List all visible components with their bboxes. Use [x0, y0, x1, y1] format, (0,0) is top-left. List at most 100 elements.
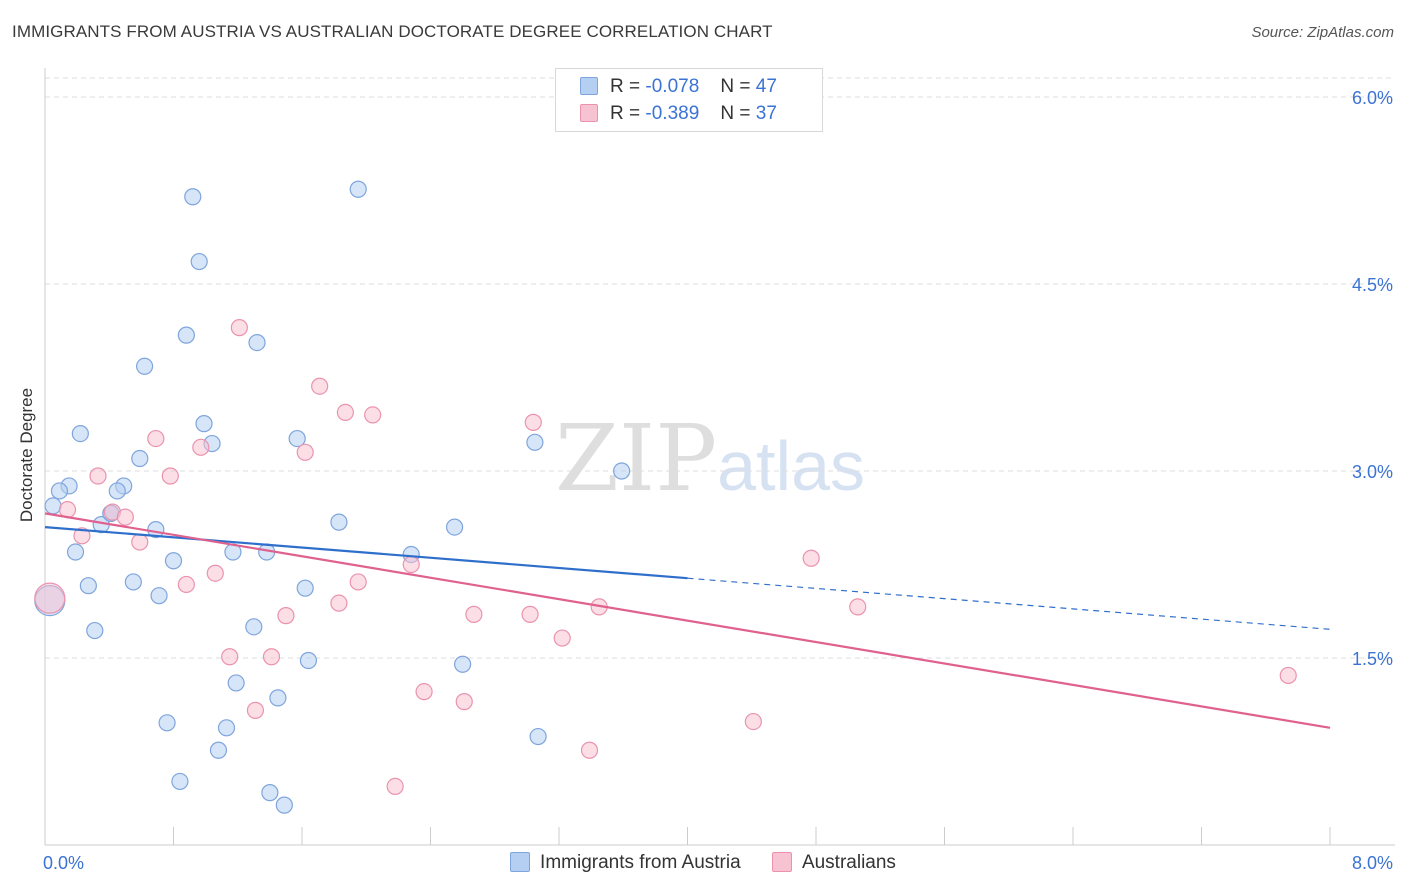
point-australians [206, 564, 224, 582]
point-austria [330, 513, 348, 531]
point-austria [248, 333, 266, 352]
point-austria [349, 180, 367, 198]
x-tick-label: 0.0% [43, 853, 84, 873]
watermark-atlas: atlas [717, 427, 866, 505]
point-austria [529, 727, 547, 746]
point-austria [275, 796, 293, 814]
point-australians [364, 406, 382, 424]
legend-swatch-blue [510, 852, 531, 872]
point-austria [195, 415, 213, 433]
trendline-austria [44, 526, 688, 580]
point-australians [161, 467, 179, 485]
point-austria [164, 552, 183, 570]
legend-n-value: 47 [755, 76, 777, 97]
point-australians [330, 594, 348, 612]
legend-item-austria: Immigrants from Austria [510, 852, 741, 874]
point-austria [269, 689, 287, 707]
point-austria [190, 252, 208, 271]
y-tick-label: 1.5% [1352, 649, 1393, 669]
point-austria [79, 577, 97, 595]
legend-item-australians: Australians [771, 852, 896, 874]
point-australians [177, 575, 195, 594]
point-australians [34, 582, 66, 614]
point-austria [454, 655, 472, 673]
point-austria [261, 784, 279, 802]
point-austria [108, 482, 126, 500]
point-australians [192, 438, 210, 456]
point-austria [445, 518, 464, 536]
point-austria [209, 741, 228, 759]
point-australians [246, 701, 265, 719]
y-tick-label: 4.5% [1352, 275, 1393, 295]
watermark: ZIPatlas [555, 405, 865, 512]
watermark-zip: ZIP [555, 405, 718, 512]
legend-n-label: N = [720, 76, 751, 97]
point-australians [296, 443, 314, 461]
legend-r-value: -0.389 [645, 103, 700, 124]
y-tick-label: 3.0% [1352, 462, 1393, 482]
point-australians [521, 605, 539, 623]
point-australians [89, 467, 107, 485]
legend-row-australians: R = -0.389 N = 37 [580, 103, 777, 125]
point-australians [580, 741, 599, 759]
trendline-extension-austria [687, 577, 1331, 630]
point-australians [262, 648, 281, 666]
source-label: Source: ZipAtlas.com [1251, 24, 1394, 41]
point-australians [147, 429, 165, 448]
point-australians [221, 648, 239, 666]
point-austria [124, 573, 142, 591]
point-australians [465, 605, 483, 623]
correlation-legend: R = -0.078 N = 47 R = -0.389 N = 37 [555, 68, 823, 132]
point-australians [1279, 666, 1297, 685]
point-austria [299, 651, 318, 670]
point-austria [150, 587, 168, 605]
point-austria [171, 772, 189, 791]
point-austria [158, 714, 176, 732]
point-australians [336, 403, 354, 422]
legend-n-value: 37 [755, 103, 777, 124]
point-austria [44, 497, 62, 515]
x-tick-label: 8.0% [1352, 853, 1393, 873]
point-austria [526, 433, 544, 451]
legend-n-label: N = [720, 103, 751, 124]
point-australians [553, 629, 571, 647]
point-australians [415, 683, 433, 701]
point-austria [135, 357, 154, 375]
point-austria [227, 674, 245, 692]
point-austria [184, 188, 202, 206]
point-australians [311, 377, 329, 395]
point-austria [66, 543, 85, 561]
point-austria [217, 719, 236, 737]
point-australians [402, 555, 420, 574]
point-austria [71, 425, 89, 443]
point-austria [613, 462, 631, 480]
point-australians [349, 573, 367, 591]
point-austria [245, 618, 263, 636]
legend-label-australians: Australians [801, 852, 896, 873]
legend-r-label: R = [610, 76, 641, 97]
trendline-australians [44, 512, 1331, 729]
legend-label-austria: Immigrants from Austria [540, 852, 741, 873]
point-australians [116, 508, 134, 526]
point-australians [744, 712, 762, 731]
point-australians [73, 527, 91, 545]
legend-r-value: -0.078 [645, 76, 700, 97]
legend-swatch-pink [580, 104, 598, 122]
point-austria [50, 482, 69, 500]
point-australians [131, 533, 149, 551]
point-australians [524, 413, 542, 431]
point-austria [296, 579, 314, 597]
point-australians [386, 777, 404, 796]
point-australians [802, 549, 820, 567]
legend-swatch-pink [771, 852, 792, 872]
point-austria [288, 429, 306, 448]
point-australians [849, 598, 867, 616]
point-austria [131, 449, 149, 468]
legend-swatch-blue [580, 77, 598, 95]
point-austria [177, 326, 195, 344]
series-legend: Immigrants from Austria Australians [0, 852, 1406, 874]
y-tick-label: 6.0% [1352, 88, 1393, 108]
legend-row-austria: R = -0.078 N = 47 [580, 76, 777, 98]
point-austria [86, 621, 104, 640]
